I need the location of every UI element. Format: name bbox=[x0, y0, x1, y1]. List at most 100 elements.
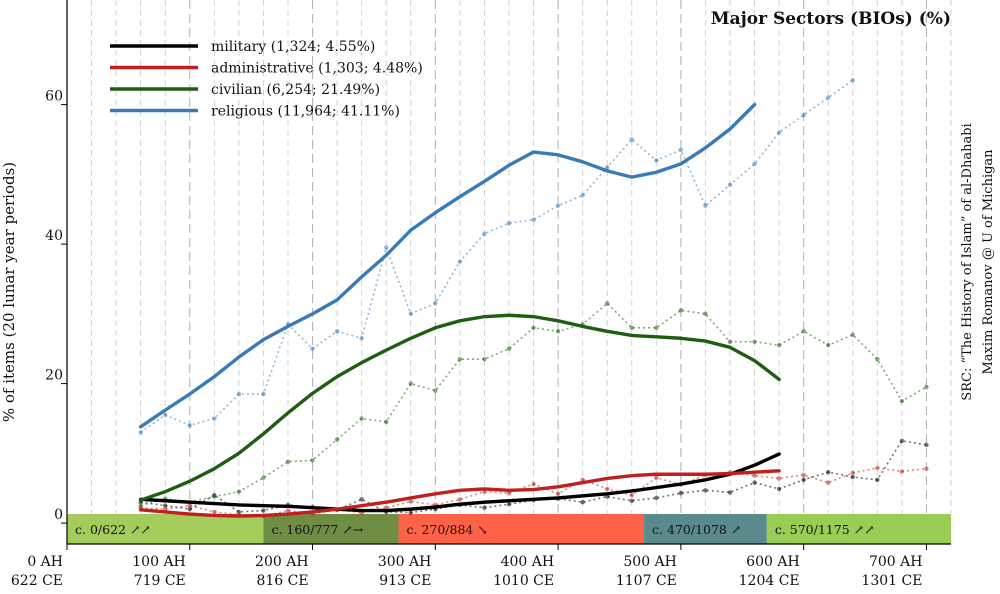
raw-data-point bbox=[261, 391, 266, 397]
raw-data-point bbox=[506, 502, 512, 507]
raw-data-point bbox=[285, 459, 291, 464]
raw-data-point bbox=[899, 398, 905, 404]
legend: military (1,324; 4.55%) administrative (1… bbox=[110, 39, 423, 120]
y-tick-labels: 0 20 40 60 bbox=[45, 89, 67, 524]
raw-data-point bbox=[629, 325, 634, 330]
raw-data-point bbox=[654, 495, 659, 501]
raw-data-point bbox=[899, 469, 905, 474]
raw-data-point bbox=[457, 497, 463, 502]
raw-data-point bbox=[924, 466, 929, 471]
raw-data-point bbox=[555, 203, 561, 208]
raw-data-point bbox=[212, 509, 217, 515]
raw-data-point bbox=[629, 492, 634, 498]
period-band bbox=[263, 514, 399, 544]
smoothed-series-line bbox=[138, 313, 781, 502]
period-label: c. 570/1175 ↗↗ bbox=[775, 522, 875, 537]
raw-data-point bbox=[678, 147, 684, 153]
chart-title: Major Sectors (BIOs) (%) bbox=[711, 9, 951, 29]
legend-label: administrative (1,303; 4.48%) bbox=[211, 61, 423, 77]
period-band bbox=[398, 514, 645, 544]
raw-data-point bbox=[433, 301, 438, 306]
raw-data-point bbox=[654, 475, 659, 480]
raw-data-point bbox=[801, 472, 806, 478]
legend-label: military (1,324; 4.55%) bbox=[211, 39, 375, 55]
raw-data-point bbox=[187, 503, 192, 508]
smoothed-series-line bbox=[138, 469, 781, 518]
raw-data-point bbox=[801, 112, 806, 118]
period-label: c. 0/622 ↗↗ bbox=[75, 522, 151, 537]
raw-data-point bbox=[236, 489, 242, 494]
y-tick-label: 20 bbox=[45, 368, 63, 384]
legend-label: religious (11,964; 41.11%) bbox=[211, 104, 400, 120]
raw-data-point bbox=[899, 438, 905, 443]
raw-data-point bbox=[875, 356, 880, 362]
source-credit-line-2: Maxim Romanov @ U of Michigan bbox=[981, 149, 996, 375]
raw-data-point bbox=[236, 391, 242, 397]
raw-data-point bbox=[703, 488, 708, 493]
raw-data-point bbox=[727, 490, 733, 495]
raw-data-point bbox=[703, 311, 708, 317]
raw-data-point bbox=[605, 486, 610, 492]
raw-data-point bbox=[187, 506, 192, 512]
legend-label: civilian (6,254; 21.49%) bbox=[211, 82, 380, 98]
raw-data-point bbox=[776, 130, 782, 135]
x-tick-label-ce: 1010 CE bbox=[493, 573, 554, 589]
period-band bbox=[766, 514, 951, 544]
raw-data-point bbox=[408, 381, 413, 386]
raw-data-point bbox=[752, 161, 757, 167]
x-tick-label-ce: 816 CE bbox=[256, 573, 308, 589]
raw-data-point bbox=[580, 193, 585, 198]
smoothed-series-line bbox=[138, 102, 757, 429]
x-tick-label-ah: 100 AH bbox=[132, 554, 186, 570]
raw-data-point bbox=[727, 339, 733, 344]
raw-data-point bbox=[359, 497, 364, 502]
raw-data-point bbox=[212, 416, 217, 421]
x-tick-label-ce: 719 CE bbox=[134, 573, 186, 589]
raw-data-point bbox=[359, 416, 364, 421]
raw-data-point bbox=[924, 384, 929, 390]
source-credit-line-1: SRC: “The History of Islam” of al-Dhahab… bbox=[960, 123, 975, 400]
raw-data-point bbox=[408, 510, 413, 515]
raw-data-point bbox=[826, 469, 831, 475]
raw-data-point bbox=[776, 486, 782, 492]
raw-data-point bbox=[776, 343, 782, 348]
raw-data-point bbox=[555, 329, 561, 334]
raw-data-point bbox=[261, 475, 266, 480]
raw-data-point bbox=[163, 412, 168, 418]
y-tick-label: 60 bbox=[45, 89, 63, 105]
y-axis-label: % of items (20 lunar year periods) bbox=[0, 162, 18, 422]
x-tick-label-ah: 500 AH bbox=[623, 554, 677, 570]
raw-data-point bbox=[408, 311, 413, 317]
raw-data-point bbox=[531, 481, 536, 487]
raw-data-point bbox=[482, 356, 487, 362]
raw-data-point bbox=[801, 477, 806, 483]
raw-data-point bbox=[457, 259, 463, 264]
x-tick-label-ah: 400 AH bbox=[501, 554, 555, 570]
raw-data-point bbox=[482, 505, 487, 510]
raw-data-point bbox=[654, 325, 659, 330]
raw-data-point bbox=[826, 480, 831, 485]
raw-data-point bbox=[285, 508, 291, 513]
raw-data-point bbox=[138, 503, 143, 508]
raw-data-point bbox=[678, 308, 684, 313]
raw-data-point bbox=[826, 343, 831, 348]
x-tick-label-ce: 1204 CE bbox=[739, 573, 800, 589]
raw-data-point bbox=[310, 458, 315, 463]
period-band bbox=[644, 514, 767, 544]
x-tick-label-ah: 600 AH bbox=[746, 554, 800, 570]
raw-data-point bbox=[801, 329, 806, 334]
raw-data-point bbox=[555, 491, 561, 496]
y-tick-label: 0 bbox=[54, 507, 63, 523]
raw-data-point bbox=[334, 329, 340, 334]
raw-data-point bbox=[531, 325, 536, 330]
raw-data-point bbox=[629, 498, 634, 503]
raw-data-point bbox=[506, 220, 512, 226]
x-tick-label-ah: 200 AH bbox=[255, 554, 309, 570]
vertical-gridlines bbox=[66, 0, 952, 514]
period-label: c. 270/884 ↘ bbox=[407, 522, 488, 537]
raw-data-point bbox=[752, 339, 757, 344]
period-bands: c. 0/622 ↗↗ c. 160/777 ↗→ c. 270/884 ↘ c. 4… bbox=[67, 514, 951, 544]
smoothed-series-line bbox=[138, 452, 781, 513]
